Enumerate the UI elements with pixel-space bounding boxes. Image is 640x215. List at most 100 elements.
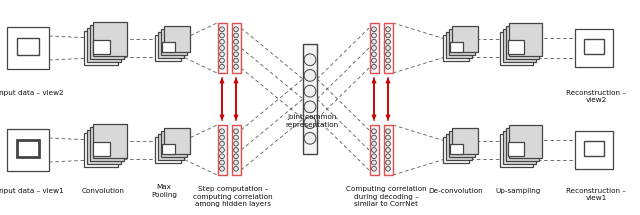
Bar	[93, 124, 127, 158]
Bar	[161, 143, 175, 154]
Circle shape	[234, 52, 238, 57]
Circle shape	[386, 166, 390, 171]
Circle shape	[234, 129, 238, 134]
Bar	[443, 137, 469, 163]
Bar	[158, 134, 184, 160]
Circle shape	[234, 154, 238, 159]
Circle shape	[304, 69, 316, 81]
Circle shape	[372, 129, 376, 134]
Circle shape	[372, 46, 376, 50]
Bar	[93, 22, 127, 56]
Bar	[584, 140, 604, 157]
Bar	[502, 29, 536, 61]
Circle shape	[372, 58, 376, 63]
Bar	[84, 133, 118, 167]
Circle shape	[220, 52, 225, 57]
Bar	[383, 23, 392, 73]
Bar	[161, 41, 175, 52]
Circle shape	[220, 58, 225, 63]
Bar	[575, 131, 613, 169]
Bar	[164, 26, 190, 52]
Circle shape	[220, 27, 225, 32]
Circle shape	[220, 135, 225, 140]
Bar	[508, 40, 524, 54]
Text: Computing correlation
during decoding –
similar to CorrNet: Computing correlation during decoding – …	[346, 186, 426, 207]
Bar	[502, 131, 536, 163]
Circle shape	[234, 135, 238, 140]
Bar	[7, 27, 49, 69]
Circle shape	[220, 46, 225, 50]
Circle shape	[234, 39, 238, 44]
Circle shape	[372, 141, 376, 146]
Circle shape	[386, 154, 390, 159]
Bar	[87, 130, 121, 164]
Circle shape	[372, 154, 376, 159]
Bar	[506, 127, 538, 161]
Circle shape	[372, 166, 376, 171]
Circle shape	[372, 148, 376, 152]
Bar	[508, 142, 524, 156]
Circle shape	[386, 27, 390, 32]
Circle shape	[304, 132, 316, 144]
Circle shape	[372, 135, 376, 140]
Bar	[7, 129, 49, 171]
Circle shape	[386, 64, 390, 69]
Bar	[232, 125, 241, 175]
Bar	[87, 28, 121, 62]
Bar	[17, 37, 39, 55]
Bar	[303, 44, 317, 154]
Bar	[155, 137, 181, 163]
Circle shape	[234, 64, 238, 69]
Text: Step computation –
computing correlation
among hidden layers: Step computation – computing correlation…	[193, 186, 273, 207]
Bar	[232, 23, 241, 73]
Circle shape	[234, 46, 238, 50]
Bar	[584, 38, 604, 54]
Text: Max
Pooling: Max Pooling	[151, 184, 177, 198]
Text: Input data – view2: Input data – view2	[0, 90, 63, 96]
Circle shape	[220, 166, 225, 171]
Circle shape	[372, 64, 376, 69]
Bar	[499, 134, 532, 166]
Circle shape	[372, 27, 376, 32]
Bar	[158, 32, 184, 58]
Text: Input data – view1: Input data – view1	[0, 188, 63, 194]
Bar	[161, 131, 187, 157]
Bar	[452, 128, 478, 154]
Bar	[84, 31, 118, 65]
Circle shape	[386, 33, 390, 38]
Circle shape	[386, 160, 390, 165]
Bar	[161, 29, 187, 55]
Circle shape	[386, 141, 390, 146]
Bar	[506, 26, 538, 58]
Circle shape	[372, 52, 376, 57]
Bar	[90, 25, 124, 59]
Circle shape	[304, 117, 316, 128]
Bar	[449, 29, 475, 55]
Bar	[155, 35, 181, 61]
Circle shape	[234, 27, 238, 32]
Circle shape	[234, 160, 238, 165]
Circle shape	[372, 160, 376, 165]
Bar	[446, 32, 472, 58]
Circle shape	[386, 46, 390, 50]
Bar	[449, 143, 463, 154]
Bar	[218, 23, 227, 73]
Bar	[90, 127, 124, 161]
Circle shape	[220, 160, 225, 165]
Circle shape	[220, 154, 225, 159]
Bar	[446, 134, 472, 160]
Text: Convolution: Convolution	[81, 188, 124, 194]
Circle shape	[220, 141, 225, 146]
Text: Reconstruction –
view2: Reconstruction – view2	[566, 90, 626, 103]
Circle shape	[386, 129, 390, 134]
Circle shape	[386, 58, 390, 63]
Bar	[449, 131, 475, 157]
Bar	[443, 35, 469, 61]
Bar	[383, 125, 392, 175]
Circle shape	[386, 39, 390, 44]
Bar	[509, 23, 541, 55]
Text: Joint common
representation: Joint common representation	[285, 114, 339, 127]
Circle shape	[386, 148, 390, 152]
Text: De-convolution: De-convolution	[429, 188, 483, 194]
Bar	[17, 140, 39, 157]
